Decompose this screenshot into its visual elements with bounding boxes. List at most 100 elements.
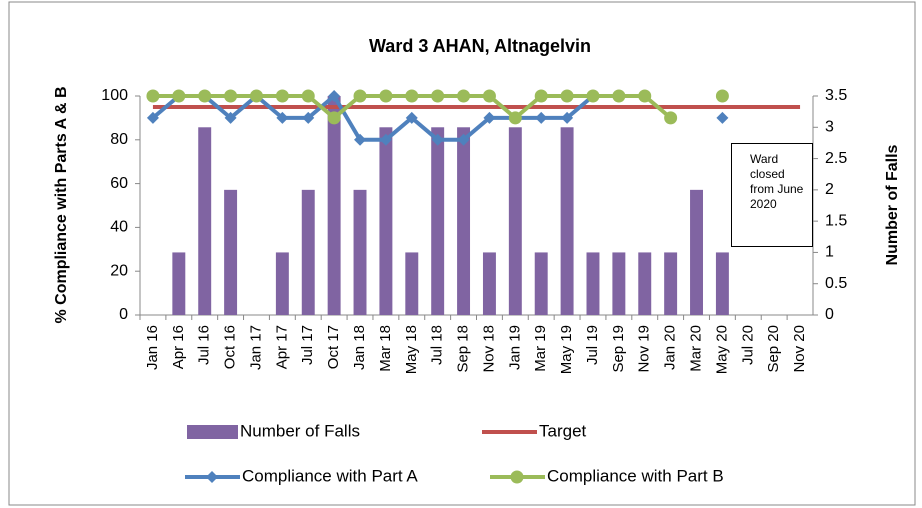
x-tick-label: Mar 19 [532, 325, 549, 372]
bar [301, 189, 315, 315]
bar [560, 127, 574, 316]
marker [301, 89, 315, 103]
x-tick-label: Oct 16 [222, 325, 239, 369]
marker [715, 89, 729, 103]
y2-tick-label: 2 [825, 181, 834, 198]
bar [198, 127, 212, 316]
x-tick-label: May 18 [403, 325, 420, 374]
marker [249, 89, 263, 103]
marker [379, 89, 393, 103]
bar [715, 252, 729, 315]
y2-tick-label: 0.5 [825, 275, 847, 292]
x-tick-label: Nov 19 [636, 325, 653, 373]
x-tick-label: Jul 20 [739, 325, 756, 365]
annotation: Ward closed from June 2020 [731, 143, 813, 247]
legend-marker [206, 471, 218, 483]
bar [327, 96, 341, 315]
marker [198, 89, 212, 103]
marker [405, 111, 418, 124]
marker [276, 111, 289, 124]
legend-item: Target [482, 421, 587, 440]
x-tick-label: Nov 20 [791, 325, 808, 373]
marker [457, 133, 470, 146]
x-tick-label: Jul 18 [429, 325, 446, 365]
bar [612, 252, 626, 315]
marker [146, 111, 159, 124]
y-tick-label: 100 [101, 87, 128, 104]
y2-tick-label: 1.5 [825, 212, 847, 229]
x-tick-label: Jan 18 [351, 325, 368, 370]
y-tick-label: 80 [110, 131, 128, 148]
y-axis-title: % Compliance with Parts A & B [53, 86, 70, 323]
legend-label: Compliance with Part B [547, 466, 724, 485]
y-tick-label: 0 [119, 306, 128, 323]
legend-marker [510, 470, 524, 484]
x-tick-label: Jan 20 [662, 325, 679, 370]
marker [431, 89, 445, 103]
marker [638, 89, 652, 103]
marker [508, 111, 522, 125]
y2-tick-label: 0 [825, 306, 834, 323]
chart-border [8, 1, 916, 506]
marker [560, 89, 574, 103]
marker [275, 89, 289, 103]
marker [586, 89, 600, 103]
marker [612, 89, 626, 103]
x-tick-label: Mar 20 [687, 325, 704, 372]
marker [405, 89, 419, 103]
x-tick-label: Jul 16 [196, 325, 213, 365]
marker [561, 111, 574, 124]
bar [690, 189, 703, 315]
y2-tick-label: 1 [825, 244, 834, 261]
legend-item: Number of Falls [187, 421, 360, 440]
marker [431, 133, 444, 146]
bar [664, 252, 678, 315]
marker [327, 111, 341, 125]
bar [172, 252, 186, 315]
x-tick-label: Oct 17 [325, 325, 342, 369]
legend-label: Target [539, 421, 587, 440]
bar [482, 252, 496, 315]
x-tick-label: Apr 17 [273, 325, 290, 369]
marker [716, 111, 729, 124]
marker [172, 89, 186, 103]
marker [535, 111, 548, 124]
bar [275, 252, 289, 315]
marker [379, 133, 392, 146]
bar [586, 252, 600, 315]
marker [482, 89, 496, 103]
x-tick-label: May 20 [713, 325, 730, 374]
legend-swatch [187, 425, 238, 439]
x-tick-label: Sep 20 [765, 325, 782, 373]
bar [638, 252, 652, 315]
x-tick-label: Sep 19 [610, 325, 627, 373]
y2-tick-label: 3 [825, 119, 834, 136]
bar [431, 127, 445, 316]
bar [534, 252, 548, 315]
legend-label: Number of Falls [240, 421, 360, 440]
bar [508, 127, 522, 316]
marker [457, 89, 471, 103]
bar [457, 127, 471, 316]
marker [534, 89, 548, 103]
y2-tick-label: 3.5 [825, 87, 847, 104]
chart-title: Ward 3 AHAN, Altnagelvin [369, 36, 591, 56]
y2-axis-title: Number of Falls [884, 144, 901, 265]
x-tick-label: Jan 17 [247, 325, 264, 370]
x-tick-label: Jan 16 [144, 325, 161, 370]
marker [224, 111, 237, 124]
x-tick-label: Nov 18 [480, 325, 497, 373]
x-tick-label: Sep 18 [455, 325, 472, 373]
y2-tick-label: 2.5 [825, 150, 847, 167]
marker [353, 89, 367, 103]
legend-label: Compliance with Part A [242, 466, 418, 485]
marker [664, 111, 678, 125]
marker [483, 111, 496, 124]
bar [405, 252, 419, 315]
y-tick-label: 40 [110, 219, 128, 236]
marker [354, 133, 367, 146]
y-tick-label: 60 [110, 175, 128, 192]
x-tick-label: May 19 [558, 325, 575, 374]
